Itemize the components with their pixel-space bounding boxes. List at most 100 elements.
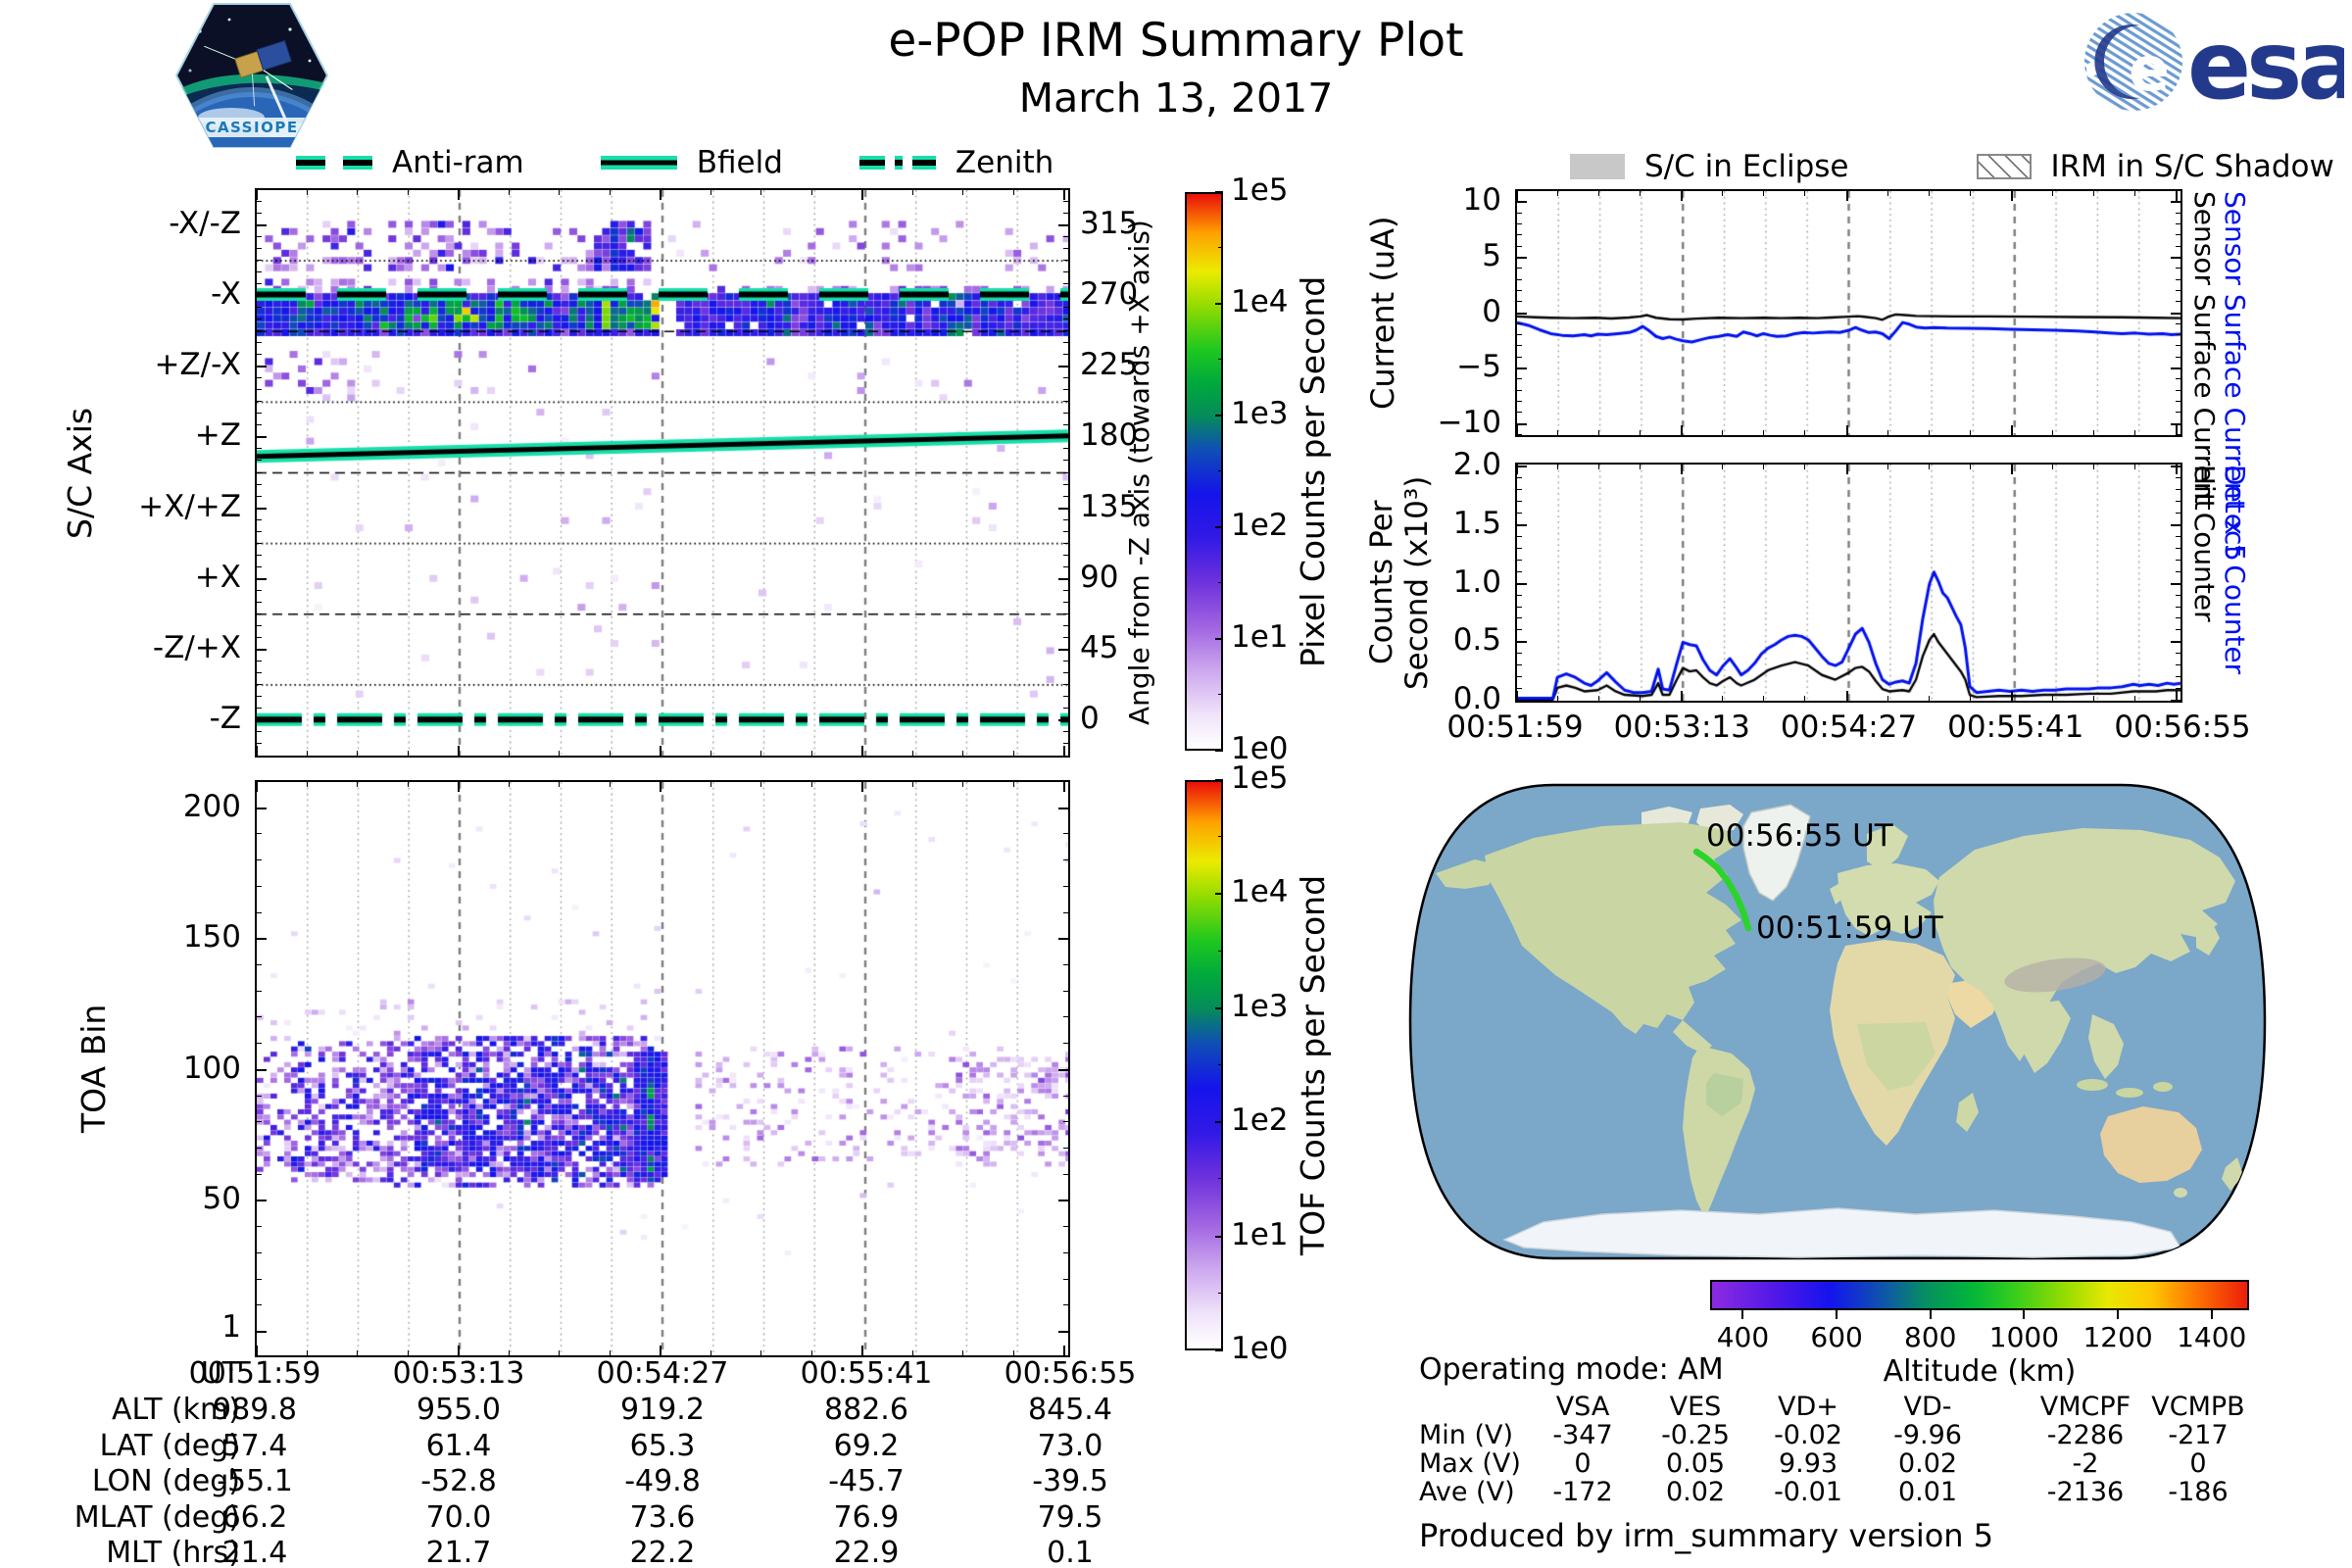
- tick-mark: [1063, 730, 1068, 732]
- tick-mark: [257, 671, 262, 673]
- tick-mark: [1517, 368, 1527, 370]
- tick-mark: [2176, 356, 2180, 358]
- tick-mark: [710, 782, 711, 787]
- altitude-colorbar-title: Altitude (km): [1883, 1354, 2077, 1389]
- tick-mark: [256, 782, 258, 792]
- voltage-column-header: VMCPF: [2039, 1392, 2132, 1422]
- tick-mark: [2176, 617, 2180, 619]
- tick-mark: [1517, 234, 1522, 236]
- eclipse-legend: S/C in Eclipse IRM in S/C Shadow: [1570, 149, 2334, 184]
- tick-mark: [1928, 430, 1930, 435]
- ephemeris-value: -55.1: [217, 1464, 293, 1498]
- tick-mark: [257, 1200, 267, 1202]
- tick-mark: [1640, 465, 1642, 469]
- tick-mark: [1763, 696, 1765, 701]
- cbar-tick-mark: [1218, 470, 1223, 471]
- tick-mark: [1517, 389, 1522, 391]
- cbar-tick-mark: [1218, 582, 1223, 583]
- tick-mark: [609, 1350, 611, 1355]
- tick-mark: [559, 190, 560, 195]
- toa-heatmap-panel: [255, 780, 1070, 1357]
- tick-mark: [2176, 501, 2180, 503]
- tick-mark: [2176, 412, 2180, 414]
- ephemeris-value: -45.7: [828, 1464, 905, 1498]
- tick-mark: [911, 751, 913, 756]
- tick-mark: [1063, 911, 1068, 913]
- tick-mark: [508, 751, 510, 756]
- tick-mark: [1517, 582, 1527, 585]
- tick-mark: [1722, 191, 1724, 196]
- tick-mark: [1063, 424, 1068, 426]
- tick-mark: [256, 746, 258, 756]
- tick-mark: [861, 190, 863, 200]
- voltage-value: -347: [1552, 1420, 1613, 1450]
- tick-mark: [1063, 1251, 1068, 1253]
- tick-mark: [810, 782, 812, 787]
- anti-ram-label: Anti-ram: [392, 145, 524, 180]
- tick-mark: [1517, 513, 1522, 514]
- tick-mark: [1063, 636, 1068, 638]
- tick-mark: [1063, 660, 1068, 662]
- hit-counter-label: Hit Counter: [2188, 465, 2221, 622]
- tick-mark: [810, 190, 812, 195]
- ephemeris-value: 989.8: [213, 1393, 297, 1427]
- tick-mark: [2176, 334, 2180, 336]
- sc-axis-heatmap-panel: [255, 188, 1070, 758]
- ephemeris-value: 57.4: [221, 1429, 288, 1463]
- tick-mark: [257, 660, 262, 662]
- detect-counter-label: Detect Counter: [2219, 465, 2251, 675]
- tick-mark: [1845, 465, 1848, 474]
- shadow-label: IRM in S/C Shadow: [2050, 149, 2334, 184]
- time-tick-label: 00:51:59: [1446, 710, 1584, 745]
- tick-mark: [1063, 1043, 1068, 1045]
- voltage-value: -0.25: [1661, 1420, 1730, 1450]
- tick-mark: [257, 1278, 262, 1280]
- zenith-line-sample: [858, 156, 936, 170]
- tick-mark: [257, 271, 262, 273]
- tick-mark: [257, 1226, 262, 1228]
- tof-colorbar: [1185, 780, 1223, 1350]
- tick-mark: [2176, 535, 2180, 537]
- ephemeris-value: 0.1: [1047, 1536, 1094, 1568]
- tick-mark: [1063, 1016, 1068, 1018]
- tick-mark: [257, 436, 267, 439]
- sc-axis-tick-label: -Z/+X: [152, 629, 241, 665]
- voltage-row-label: Max (V): [1419, 1448, 1521, 1479]
- tick-mark: [257, 518, 262, 520]
- tick-mark: [257, 911, 262, 913]
- tick-mark: [1063, 781, 1068, 782]
- cbar-tick-mark: [1218, 247, 1223, 248]
- tick-mark: [1640, 430, 1642, 435]
- tick-mark: [1517, 312, 1527, 315]
- tick-mark: [306, 190, 308, 195]
- tick-mark: [1517, 212, 1522, 214]
- voltage-value: -172: [1552, 1477, 1613, 1507]
- tick-mark: [2133, 430, 2135, 435]
- toa-tick-label: 200: [182, 788, 241, 824]
- tick-mark: [1886, 696, 1888, 701]
- tick-mark: [2176, 222, 2180, 224]
- tick-mark: [1063, 213, 1068, 215]
- altitude-tick-mark: [2117, 1310, 2120, 1319]
- tick-mark: [458, 190, 460, 200]
- toa-tick-label: 150: [182, 919, 241, 956]
- tick-mark: [911, 190, 913, 195]
- tick-mark: [1517, 301, 1522, 303]
- tick-mark: [1058, 295, 1068, 298]
- pixel-cbar-tick: 1e1: [1231, 619, 1289, 655]
- tick-mark: [710, 1350, 711, 1355]
- tick-mark: [559, 1350, 560, 1355]
- sensor-surface-current-label: Sensor Surface Current: [2188, 191, 2221, 511]
- tick-mark: [609, 190, 611, 195]
- tick-mark: [1804, 465, 1806, 469]
- tick-mark: [2176, 688, 2180, 690]
- cbar-tick-mark: [1218, 1292, 1223, 1294]
- tick-mark: [2176, 691, 2178, 701]
- tick-mark: [407, 190, 409, 195]
- tick-mark: [1517, 201, 1527, 204]
- tick-mark: [1845, 191, 1848, 201]
- tick-mark: [1012, 751, 1014, 756]
- voltage-value: 0.05: [1665, 1448, 1726, 1479]
- tick-mark: [1063, 1278, 1068, 1280]
- tick-mark: [1058, 807, 1068, 809]
